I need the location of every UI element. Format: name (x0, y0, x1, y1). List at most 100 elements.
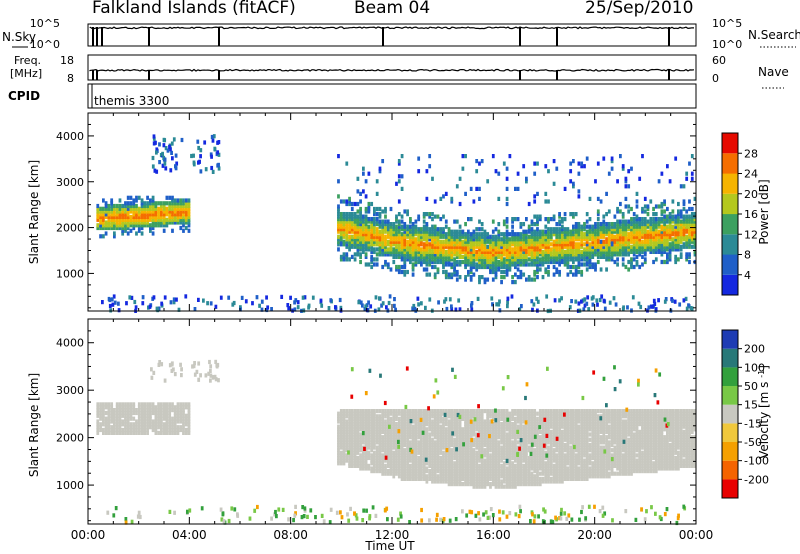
velocity-cell (348, 453, 351, 458)
power-cell (110, 212, 114, 217)
velocity-cell (414, 445, 418, 450)
power-cell (610, 252, 614, 257)
power-cell (616, 244, 619, 249)
power-cell (337, 204, 340, 209)
power-cell (652, 229, 655, 234)
velocity-cell (439, 427, 443, 432)
power-cell (475, 249, 479, 254)
velocity-cell (431, 461, 434, 466)
velocity-cell (411, 424, 415, 429)
power-cell (585, 254, 589, 259)
velocity-cell (491, 409, 495, 414)
power-cell (113, 231, 116, 236)
power-cell (530, 299, 534, 304)
power-cell (455, 232, 459, 237)
power-cell (337, 224, 340, 229)
velocity-cell (378, 414, 382, 419)
power-cell (483, 249, 487, 254)
power-cell (198, 159, 201, 164)
velocity-cell (362, 461, 365, 466)
power-cell (514, 257, 517, 262)
power-cell (442, 239, 445, 244)
power-cell (406, 244, 409, 249)
velocity-cell (494, 474, 498, 479)
power-cell (132, 220, 136, 225)
power-cell (154, 209, 158, 214)
velocity-cell (179, 427, 183, 433)
power-cell (624, 179, 628, 184)
power-cell (373, 232, 376, 237)
velocity-cell (126, 422, 130, 427)
velocity-cell (370, 422, 374, 427)
power-cell (613, 259, 617, 265)
velocity-cell (395, 427, 398, 432)
power-cell (417, 249, 421, 254)
velocity-cell (392, 471, 396, 476)
velocity-cell (478, 484, 481, 489)
power-cell (494, 257, 498, 262)
velocity-cell (110, 427, 114, 433)
velocity-cell (469, 442, 473, 448)
velocity-cell (433, 419, 437, 424)
power-cell (688, 237, 691, 242)
power-cell (337, 239, 340, 244)
power-cell (596, 259, 600, 265)
power-cell (607, 171, 611, 176)
velocity-cell (378, 432, 382, 437)
power-cell (494, 262, 498, 267)
power-cell (630, 229, 633, 234)
velocity-cell (458, 453, 462, 458)
power-cell (572, 184, 575, 189)
velocity-cell (442, 416, 445, 421)
velocity-cell (373, 450, 376, 455)
velocity-cell (500, 437, 503, 442)
velocity-cell (455, 440, 459, 445)
velocity-cell (176, 410, 180, 416)
power-cell (386, 229, 390, 234)
velocity-cell (356, 435, 360, 440)
power-cell (572, 259, 575, 265)
velocity-cell (483, 479, 487, 484)
power-cell (359, 209, 362, 214)
power-cell (411, 224, 415, 229)
power-cell (682, 222, 686, 227)
power-cell (475, 232, 479, 237)
velocity-cell (483, 422, 487, 427)
power-cell (541, 254, 545, 259)
power-cell (682, 244, 686, 249)
power-cell (685, 257, 689, 262)
velocity-cell (417, 422, 421, 427)
power-cell (671, 239, 675, 244)
power-cell (610, 244, 614, 249)
power-cell (450, 247, 454, 252)
power-cell (431, 232, 434, 237)
velocity-cell (339, 453, 343, 458)
power-cell (505, 217, 509, 222)
power-cell (610, 222, 614, 227)
velocity-cell (375, 416, 379, 421)
power-cell (164, 146, 168, 151)
velocity-cell (486, 429, 490, 434)
power-cell (370, 242, 374, 247)
velocity-cell (339, 427, 343, 432)
velocity-cell (425, 409, 429, 414)
velocity-cell (444, 469, 448, 474)
power-cell (422, 227, 426, 232)
power-cell (552, 257, 556, 262)
velocity-cell (497, 484, 501, 489)
power-cell (364, 209, 368, 214)
velocity-cell (420, 461, 423, 466)
velocity-cell (373, 469, 376, 474)
power-cell (552, 159, 556, 164)
power-cell (483, 237, 487, 242)
velocity-cell (384, 429, 387, 434)
power-cell (577, 244, 581, 249)
velocity-cell (182, 430, 185, 435)
power-cell (569, 239, 573, 244)
velocity-cell (162, 413, 166, 418)
velocity-cell (497, 458, 501, 463)
velocity-cell (428, 450, 432, 455)
power-cell (348, 257, 351, 262)
power-cell (433, 229, 437, 234)
